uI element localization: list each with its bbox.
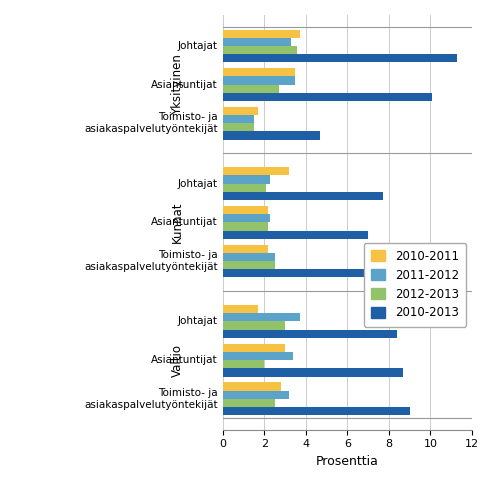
Bar	[223, 184, 266, 192]
Bar	[223, 352, 293, 360]
Bar	[223, 76, 295, 85]
Bar	[223, 269, 372, 277]
Bar	[223, 93, 432, 101]
Bar	[223, 253, 275, 261]
Bar	[223, 261, 275, 269]
Bar	[223, 369, 404, 377]
Bar	[223, 107, 258, 115]
Text: Yksityinen: Yksityinen	[171, 54, 184, 115]
Bar	[223, 54, 457, 62]
Bar	[223, 305, 258, 313]
Bar	[223, 344, 285, 352]
Legend: 2010-2011, 2011-2012, 2012-2013, 2010-2013: 2010-2011, 2011-2012, 2012-2013, 2010-20…	[364, 242, 466, 327]
Bar	[223, 322, 285, 330]
Bar	[223, 206, 268, 214]
Bar	[223, 214, 270, 222]
Text: Kunnat: Kunnat	[171, 201, 184, 243]
Bar	[223, 407, 410, 415]
Bar	[223, 131, 320, 140]
Bar	[223, 244, 268, 253]
Bar	[223, 123, 254, 131]
Bar	[223, 222, 268, 230]
Bar	[223, 115, 254, 123]
Bar	[223, 167, 289, 175]
Bar	[223, 230, 368, 239]
Bar	[223, 85, 279, 93]
Bar	[223, 313, 299, 322]
Bar	[223, 38, 291, 46]
Text: Valtio: Valtio	[171, 343, 184, 377]
X-axis label: Prosenttia: Prosenttia	[316, 455, 379, 468]
Bar	[223, 29, 299, 38]
Bar	[223, 192, 383, 200]
Bar	[223, 46, 297, 54]
Bar	[223, 175, 270, 184]
Bar	[223, 68, 295, 76]
Bar	[223, 391, 289, 399]
Bar	[223, 360, 264, 369]
Bar	[223, 383, 281, 391]
Bar	[223, 399, 275, 407]
Bar	[223, 330, 397, 338]
